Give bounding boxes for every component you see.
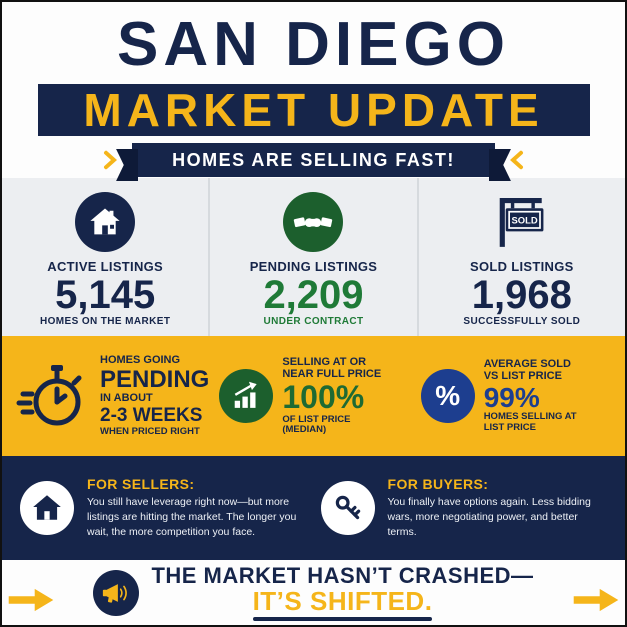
subtitle-text: MARKET UPDATE	[83, 84, 544, 136]
stat-sold-listings: SOLD SOLD LISTINGS 1,968 SUCCESSFULLY SO…	[416, 178, 625, 336]
header: SAN DIEGO MARKET UPDATE HOMES ARE SELLIN…	[2, 2, 625, 178]
banner-text: HOMES ARE SELLING FAST!	[172, 149, 455, 170]
highlight-line: SELLING AT OR	[282, 355, 367, 368]
percent-icon: %	[420, 368, 475, 423]
stat-sublabel: SUCCESSFULLY SOLD	[463, 316, 581, 327]
stat-active-listings: ACTIVE LISTINGS 5,145 HOMES ON THE MARKE…	[2, 178, 208, 336]
highlight-big: PENDING	[100, 366, 210, 394]
highlight-line: IN ABOUT	[100, 392, 153, 405]
highlight-avg-sold: % AVERAGE SOLD VS LIST PRICE 99% HOMES S…	[416, 358, 617, 435]
highlight-homes-pending: HOMES GOING PENDING IN ABOUT 2-3 WEEKS W…	[10, 354, 214, 437]
highlight-line: (MEDIAN)	[282, 424, 327, 436]
handshake-icon	[283, 192, 344, 252]
highlight-line: HOMES SELLING AT	[483, 411, 577, 423]
key-icon	[320, 481, 375, 535]
arrow-right-icon	[573, 588, 619, 612]
highlight-full-price: SELLING AT OR NEAR FULL PRICE 100% OF LI…	[214, 356, 415, 437]
highlight-line: VS LIST PRICE	[483, 370, 562, 383]
chevron-left-icon	[509, 150, 523, 170]
footer-line2: IT’S SHIFTED.	[252, 588, 433, 622]
house-icon	[20, 481, 74, 535]
chevron-right-icon	[104, 150, 118, 170]
for-buyers-text: You finally have options again. Less bid…	[387, 496, 591, 538]
for-sellers-text: You still have leverage right now—but mo…	[87, 496, 297, 538]
highlight-line: AVERAGE SOLD	[483, 357, 571, 370]
ribbon: HOMES ARE SELLING FAST!	[132, 143, 495, 177]
underline-accent	[252, 617, 433, 622]
footer: THE MARKET HASN’T CRASHED— IT’S SHIFTED.	[2, 560, 625, 625]
page-title: SAN DIEGO	[117, 10, 510, 79]
stat-label: ACTIVE LISTINGS	[47, 259, 164, 274]
for-buyers-title: FOR BUYERS:	[387, 476, 489, 493]
for-sellers-block: FOR SELLERS: You still have leverage rig…	[20, 476, 307, 539]
chart-up-icon	[219, 369, 274, 423]
house-icon	[75, 192, 136, 252]
banner-ribbon: HOMES ARE SELLING FAST!	[2, 142, 625, 178]
highlight-line: HOMES GOING	[100, 354, 181, 367]
highlight-line: OF LIST PRICE	[282, 413, 351, 425]
stat-label: PENDING LISTINGS	[249, 259, 378, 274]
highlight-line: WHEN PRICED RIGHT	[100, 425, 200, 437]
arrow-right-icon	[8, 588, 54, 612]
stat-value: 1,968	[471, 273, 572, 317]
stat-sublabel: HOMES ON THE MARKET	[39, 316, 171, 327]
highlight-line: NEAR FULL PRICE	[282, 368, 382, 381]
megaphone-icon	[93, 569, 140, 616]
highlight-big: 100%	[282, 378, 365, 415]
for-sellers-title: FOR SELLERS:	[87, 476, 195, 493]
percent-glyph: %	[435, 379, 461, 411]
highlight-big: 2-3 WEEKS	[100, 404, 203, 426]
stat-pending-listings: PENDING LISTINGS 2,209 UNDER CONTRACT	[208, 178, 416, 336]
for-buyers-block: FOR BUYERS: You finally have options aga…	[320, 476, 608, 539]
sold-sign-text: SOLD	[511, 215, 537, 226]
stat-label: SOLD LISTINGS	[470, 259, 574, 274]
subtitle-bar: MARKET UPDATE	[37, 84, 590, 136]
stat-value: 2,209	[263, 273, 364, 317]
stopwatch-icon	[16, 364, 82, 426]
audience-section: FOR SELLERS: You still have leverage rig…	[2, 456, 625, 560]
sold-sign-icon: SOLD	[492, 190, 552, 254]
footer-line1: THE MARKET HASN’T CRASHED—	[151, 562, 534, 588]
stats-section: ACTIVE LISTINGS 5,145 HOMES ON THE MARKE…	[2, 178, 625, 336]
highlights-band: HOMES GOING PENDING IN ABOUT 2-3 WEEKS W…	[2, 336, 625, 456]
stat-sublabel: UNDER CONTRACT	[263, 316, 364, 327]
highlight-line: LIST PRICE	[483, 422, 536, 434]
stat-value: 5,145	[55, 273, 156, 317]
highlight-big: 99%	[483, 382, 540, 414]
